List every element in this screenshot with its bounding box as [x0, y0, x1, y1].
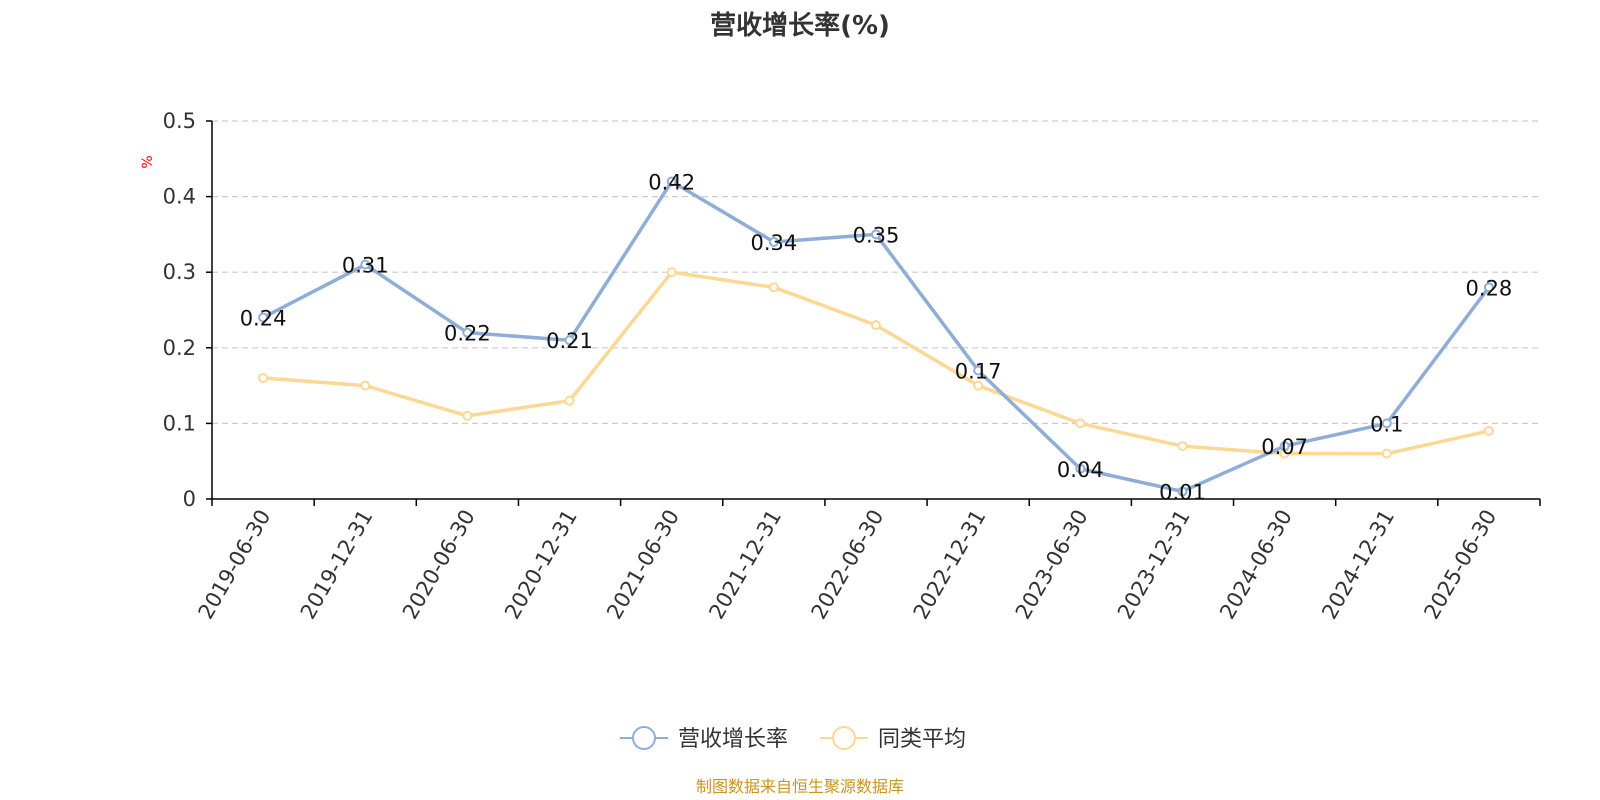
x-tick-label: 2021-12-31	[704, 506, 786, 624]
grid-lines	[212, 120, 1540, 424]
data-point	[1483, 282, 1494, 293]
data-point	[360, 259, 371, 270]
data-label: 0.28	[1466, 276, 1513, 300]
y-tick-label: 0.3	[163, 260, 196, 284]
data-point	[1075, 463, 1086, 474]
x-tick-label: 2025-06-30	[1419, 506, 1501, 624]
data-point	[973, 380, 984, 391]
y-axis-unit-label: %	[140, 155, 156, 168]
x-tick-label: 2023-12-31	[1113, 506, 1195, 624]
x-tick-label: 2021-06-30	[602, 506, 684, 624]
legend-label: 营收增长率	[678, 727, 788, 752]
data-point	[666, 176, 677, 187]
legend-swatch-circle	[632, 726, 656, 750]
legend-swatch-circle	[832, 726, 856, 750]
data-point	[1177, 486, 1188, 497]
x-tick-label: 2022-06-30	[807, 506, 889, 624]
data-label: 0.31	[342, 254, 389, 278]
data-label: 0.42	[648, 170, 695, 194]
data-point	[1381, 418, 1392, 429]
data-label: 0.01	[1159, 480, 1206, 504]
data-point	[768, 236, 779, 247]
data-point	[1483, 425, 1494, 436]
data-point	[258, 373, 269, 384]
x-tick-label: 2020-12-31	[500, 506, 582, 624]
legend-label: 同类平均	[878, 727, 966, 752]
data-point	[462, 410, 473, 421]
data-label: 0.07	[1261, 435, 1308, 459]
data-label: 0.04	[1057, 458, 1104, 482]
data-labels: 0.24 0.31 0.22 0.21 0.42 0.34 0.35 0.17 0.04 0.01…	[240, 170, 1513, 504]
data-label: 0.24	[240, 307, 287, 331]
x-tick-label: 2022-12-31	[909, 505, 991, 623]
data-point	[564, 395, 575, 406]
data-point	[1075, 418, 1086, 429]
data-label: 0.21	[546, 329, 593, 353]
legend: 营收增长率 同类平均	[620, 726, 966, 752]
series-lines	[258, 176, 1494, 497]
chart-title: 营收增长率(%)	[710, 10, 890, 41]
data-label: 0.35	[853, 223, 900, 247]
x-tick-label: 2023-06-30	[1011, 506, 1093, 624]
data-point	[1381, 448, 1392, 459]
data-label: 0.34	[750, 231, 797, 255]
data-point	[360, 380, 371, 391]
data-point	[871, 320, 881, 331]
data-point	[564, 335, 575, 346]
data-label: 0.22	[444, 322, 491, 346]
data-point	[258, 312, 269, 323]
x-tick-label: 2019-06-30	[194, 506, 276, 624]
y-tick-label: 0.2	[163, 336, 196, 360]
data-point	[973, 365, 984, 376]
data-point	[1177, 441, 1188, 452]
data-label: 0.1	[1370, 412, 1403, 436]
y-tick-label: 0.5	[163, 109, 196, 133]
x-tick-label: 2020-06-30	[398, 506, 480, 624]
legend-item-0[interactable]: 营收增长率	[620, 726, 788, 752]
y-tick-label: 0.4	[163, 185, 196, 209]
data-point	[768, 282, 779, 293]
x-tick-label: 2024-06-30	[1215, 506, 1297, 624]
data-point	[462, 327, 473, 338]
data-point	[871, 229, 881, 240]
data-label: 0.17	[955, 359, 1002, 383]
data-point	[666, 267, 677, 278]
legend-item-1[interactable]: 同类平均	[820, 726, 966, 752]
y-tick-label: 0.1	[163, 411, 196, 435]
y-tick-label: 0	[183, 487, 196, 511]
x-tick-label: 2024-12-31	[1317, 506, 1399, 624]
source-note: 制图数据来自恒生聚源数据库	[696, 777, 904, 796]
x-tick-label: 2019-12-31	[296, 506, 378, 624]
series-line-1	[262, 270, 1490, 456]
data-point	[1279, 441, 1290, 452]
